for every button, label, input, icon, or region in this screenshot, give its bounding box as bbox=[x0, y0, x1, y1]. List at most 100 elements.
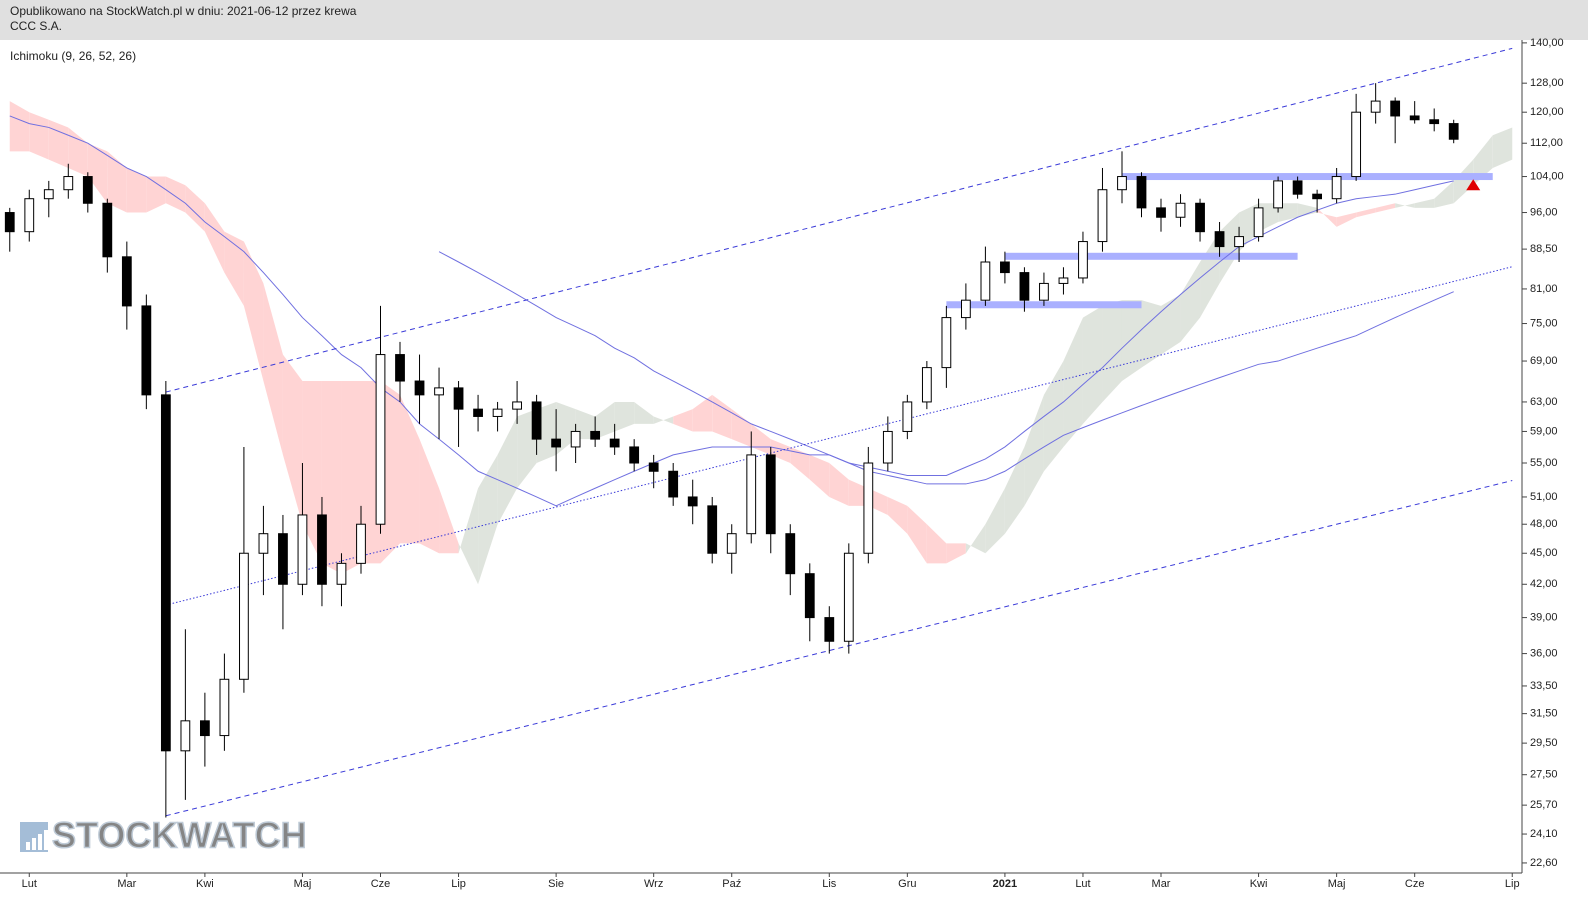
y-tick-label: 24,10 bbox=[1530, 828, 1558, 840]
candle-body bbox=[1039, 282, 1049, 301]
cloud bbox=[1336, 212, 1357, 227]
cloud bbox=[9, 101, 30, 152]
candle-body bbox=[785, 533, 796, 575]
cloud bbox=[1473, 135, 1493, 186]
candle-body bbox=[375, 354, 386, 525]
y-tick-label: 42,00 bbox=[1530, 578, 1558, 590]
cloud bbox=[809, 454, 830, 497]
moving-average bbox=[438, 251, 1454, 485]
candle-body bbox=[102, 202, 113, 258]
cloud bbox=[1121, 300, 1142, 382]
y-tick-label: 39,00 bbox=[1530, 612, 1558, 624]
candle-body bbox=[648, 462, 659, 472]
cloud bbox=[634, 401, 654, 424]
candle-body bbox=[726, 533, 737, 554]
cloud bbox=[458, 488, 479, 585]
y-tick-label: 120,00 bbox=[1530, 106, 1564, 118]
candle-body bbox=[1292, 180, 1303, 195]
candle-body bbox=[1195, 202, 1205, 233]
cloud bbox=[907, 505, 927, 564]
cloud bbox=[1414, 198, 1435, 208]
watermark-text: STOCKWATCH bbox=[52, 815, 307, 856]
candle-body bbox=[1175, 202, 1186, 218]
cloud bbox=[87, 143, 108, 204]
x-tick-label: Lut bbox=[1075, 878, 1090, 890]
y-tick-label: 45,00 bbox=[1530, 547, 1558, 559]
candle-body bbox=[590, 430, 601, 440]
header-line: CCC S.A. bbox=[10, 19, 62, 33]
candle-body bbox=[531, 401, 542, 440]
y-tick-label: 22,60 bbox=[1530, 857, 1558, 869]
y-tick-label: 88,50 bbox=[1530, 243, 1558, 255]
candle-body bbox=[1234, 236, 1244, 248]
candle-body bbox=[1390, 100, 1401, 117]
cloud bbox=[1356, 207, 1376, 218]
cloud bbox=[1492, 127, 1513, 168]
candle-body bbox=[219, 678, 230, 737]
candle-body bbox=[24, 198, 35, 233]
x-tick-label: Maj bbox=[294, 878, 312, 890]
cloud bbox=[68, 127, 88, 177]
candle-body bbox=[1448, 123, 1459, 140]
cloud bbox=[1141, 300, 1162, 368]
trendline bbox=[165, 47, 1513, 393]
cloud bbox=[1453, 159, 1474, 204]
candle-body bbox=[414, 380, 425, 396]
cloud bbox=[243, 241, 264, 382]
y-tick-label: 25,70 bbox=[1530, 799, 1558, 811]
y-tick-label: 33,50 bbox=[1530, 680, 1558, 692]
indicator-label: Ichimoku (9, 26, 52, 26) bbox=[10, 49, 136, 63]
y-tick-label: 75,00 bbox=[1530, 317, 1558, 329]
candle-body bbox=[278, 533, 288, 585]
cloud bbox=[985, 488, 1005, 554]
candle-body bbox=[902, 401, 913, 432]
cloud bbox=[48, 119, 69, 168]
cloud bbox=[224, 231, 244, 306]
candle-body bbox=[804, 573, 815, 619]
candle-body bbox=[121, 256, 132, 307]
cloud bbox=[439, 488, 459, 554]
candle-body bbox=[199, 720, 210, 737]
cloud bbox=[1395, 203, 1415, 208]
cloud bbox=[1024, 394, 1044, 506]
candle-body bbox=[1351, 111, 1362, 178]
candle-body bbox=[258, 533, 269, 554]
cloud bbox=[126, 167, 147, 213]
candle-body bbox=[921, 367, 932, 403]
x-tick-label: Paź bbox=[722, 878, 741, 890]
y-tick-label: 55,00 bbox=[1530, 457, 1558, 469]
cloud bbox=[282, 354, 303, 525]
candle-body bbox=[1409, 115, 1420, 121]
candle-body bbox=[82, 176, 93, 204]
level-zone bbox=[1004, 252, 1298, 260]
cloud bbox=[478, 454, 498, 585]
y-tick-label: 104,00 bbox=[1530, 170, 1564, 182]
candle-body bbox=[1253, 207, 1264, 238]
y-tick-label: 48,00 bbox=[1530, 518, 1558, 530]
candle-body bbox=[1000, 261, 1010, 274]
cloud bbox=[1219, 212, 1240, 284]
watermark-icon bbox=[26, 842, 30, 850]
cloud bbox=[653, 416, 674, 424]
cloud bbox=[419, 439, 440, 554]
y-tick-label: 81,00 bbox=[1530, 283, 1558, 295]
cloud bbox=[263, 283, 283, 455]
x-tick-label: Kwi bbox=[1250, 878, 1268, 890]
candle-body bbox=[1019, 272, 1030, 301]
x-tick-label: Kwi bbox=[196, 878, 214, 890]
watermark: STOCKWATCH bbox=[20, 814, 307, 856]
candle-body bbox=[668, 470, 679, 498]
candle-body bbox=[1214, 231, 1225, 248]
watermark-icon bbox=[32, 838, 36, 850]
x-tick-label: Maj bbox=[1328, 878, 1346, 890]
y-tick-label: 31,50 bbox=[1530, 708, 1558, 720]
candle-body bbox=[960, 299, 971, 319]
candle-body bbox=[629, 446, 640, 464]
x-tick-label: Mar bbox=[117, 878, 136, 890]
cloud bbox=[926, 524, 947, 564]
candle-body bbox=[980, 261, 991, 301]
x-tick-label: Cze bbox=[1405, 878, 1425, 890]
candle-body bbox=[707, 505, 718, 554]
y-tick-label: 29,50 bbox=[1530, 737, 1558, 749]
cloud bbox=[1180, 262, 1201, 342]
